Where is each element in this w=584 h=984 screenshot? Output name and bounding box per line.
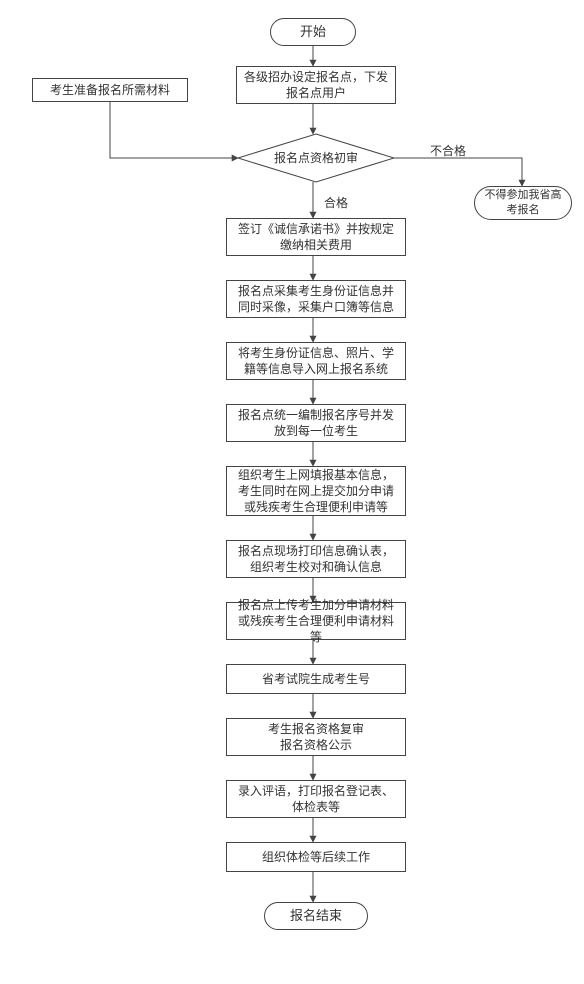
node-p8: 报名点上传考生加分申请材料或残疾考生合理便利申请材料等 xyxy=(226,602,406,640)
node-p11: 录入评语，打印报名登记表、体检表等 xyxy=(226,780,406,818)
node-p1: 各级招办设定报名点，下发报名点用户 xyxy=(236,66,396,104)
node-d1: 报名点资格初审 xyxy=(238,134,394,182)
node-start: 开始 xyxy=(270,18,356,46)
node-p6: 组织考生上网填报基本信息，考生同时在网上提交加分申请或残疾考生合理便利申请等 xyxy=(226,466,406,516)
edge-label-d1-p2: 合格 xyxy=(324,194,348,211)
edge-label-d1-fail: 不合格 xyxy=(430,142,466,159)
node-p7: 报名点现场打印信息确认表，组织考生校对和确认信息 xyxy=(226,540,406,578)
node-p5: 报名点统一编制报名序号并发放到每一位考生 xyxy=(226,404,406,442)
node-p10: 考生报名资格复审报名资格公示 xyxy=(226,718,406,756)
flowchart-canvas: 开始各级招办设定报名点，下发报名点用户 考生准备报名所需材料报名点资格初审不得参加… xyxy=(0,0,584,984)
node-fail: 不得参加我省高考报名 xyxy=(474,186,572,220)
node-p2: 签订《诚信承诺书》并按规定缴纳相关费用 xyxy=(226,218,406,256)
node-p12: 组织体检等后续工作 xyxy=(226,842,406,872)
node-p9: 省考试院生成考生号 xyxy=(226,664,406,694)
node-side: 考生准备报名所需材料 xyxy=(32,78,188,102)
node-p3: 报名点采集考生身份证信息并同时采像，采集户口簿等信息 xyxy=(226,280,406,318)
node-p4: 将考生身份证信息、照片、学籍等信息导入网上报名系统 xyxy=(226,342,406,380)
node-end: 报名结束 xyxy=(264,902,368,930)
